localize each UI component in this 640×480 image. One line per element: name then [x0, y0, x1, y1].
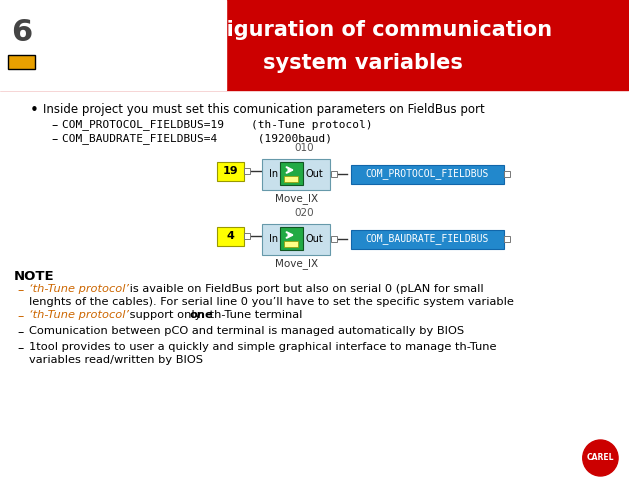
Text: –: –: [18, 342, 24, 355]
Text: one: one: [189, 310, 213, 320]
Text: Inside project you must set this comunication parameters on FieldBus port: Inside project you must set this comunic…: [43, 103, 485, 116]
Text: –: –: [18, 326, 24, 339]
FancyBboxPatch shape: [331, 171, 337, 177]
Text: COM_PROTOCOL_FIELDBUS: COM_PROTOCOL_FIELDBUS: [365, 168, 489, 180]
FancyBboxPatch shape: [280, 227, 303, 250]
Text: In: In: [269, 169, 278, 179]
Text: COM_BAUDRATE_FIELDBUS: COM_BAUDRATE_FIELDBUS: [365, 234, 489, 244]
FancyBboxPatch shape: [262, 224, 330, 254]
Text: COM_BAUDRATE_FIELDBUS=4      (19200baud): COM_BAUDRATE_FIELDBUS=4 (19200baud): [62, 133, 332, 144]
Text: •: •: [29, 103, 38, 118]
FancyBboxPatch shape: [504, 236, 510, 242]
Text: –: –: [18, 284, 24, 297]
Text: Out: Out: [306, 234, 324, 244]
Text: 010: 010: [294, 143, 314, 153]
FancyBboxPatch shape: [8, 55, 35, 69]
Text: lenghts of the cables). For serial line 0 you’ll have to set the specific system: lenghts of the cables). For serial line …: [29, 297, 515, 307]
FancyBboxPatch shape: [284, 176, 298, 182]
Text: 4: 4: [227, 231, 234, 241]
Text: –: –: [18, 310, 24, 323]
Text: support only: support only: [125, 310, 205, 320]
Text: Move_IX: Move_IX: [275, 258, 318, 269]
Text: ‘th-Tune protocol’: ‘th-Tune protocol’: [29, 310, 129, 320]
Text: COM_PROTOCOL_FIELDBUS=19    (th-Tune protocol): COM_PROTOCOL_FIELDBUS=19 (th-Tune protoc…: [62, 119, 372, 130]
FancyBboxPatch shape: [331, 236, 337, 242]
FancyBboxPatch shape: [504, 171, 510, 177]
Text: CAREL: CAREL: [587, 454, 614, 463]
Circle shape: [583, 440, 618, 476]
Text: –: –: [51, 119, 57, 132]
Text: NOTE: NOTE: [13, 270, 54, 283]
FancyBboxPatch shape: [280, 161, 303, 184]
Text: Comunication between pCO and terminal is managed automatically by BIOS: Comunication between pCO and terminal is…: [29, 326, 465, 336]
Text: ‘th-Tune protocol’: ‘th-Tune protocol’: [29, 284, 129, 294]
Text: Out: Out: [306, 169, 324, 179]
Text: variables read/written by BIOS: variables read/written by BIOS: [29, 355, 204, 365]
Text: In: In: [269, 234, 278, 244]
Text: 6: 6: [11, 18, 32, 47]
FancyBboxPatch shape: [218, 227, 244, 245]
Text: 1tool provides to user a quickly and simple graphical interface to manage th-Tun: 1tool provides to user a quickly and sim…: [29, 342, 497, 352]
FancyBboxPatch shape: [244, 168, 250, 174]
Text: –: –: [51, 133, 57, 146]
FancyBboxPatch shape: [218, 161, 244, 180]
FancyBboxPatch shape: [244, 233, 250, 239]
FancyBboxPatch shape: [351, 165, 504, 183]
FancyBboxPatch shape: [284, 241, 298, 247]
Text: 19: 19: [223, 166, 238, 176]
FancyBboxPatch shape: [262, 158, 330, 190]
Text: th-Tune terminal: th-Tune terminal: [206, 310, 302, 320]
Text: Configuration of communication: Configuration of communication: [173, 20, 552, 40]
Text: system variables: system variables: [263, 53, 463, 73]
Text: 020: 020: [294, 208, 314, 218]
FancyBboxPatch shape: [351, 229, 504, 249]
Text: is avaible on FieldBus port but also on serial 0 (pLAN for small: is avaible on FieldBus port but also on …: [125, 284, 483, 294]
Polygon shape: [0, 0, 226, 90]
Text: Move_IX: Move_IX: [275, 193, 318, 204]
